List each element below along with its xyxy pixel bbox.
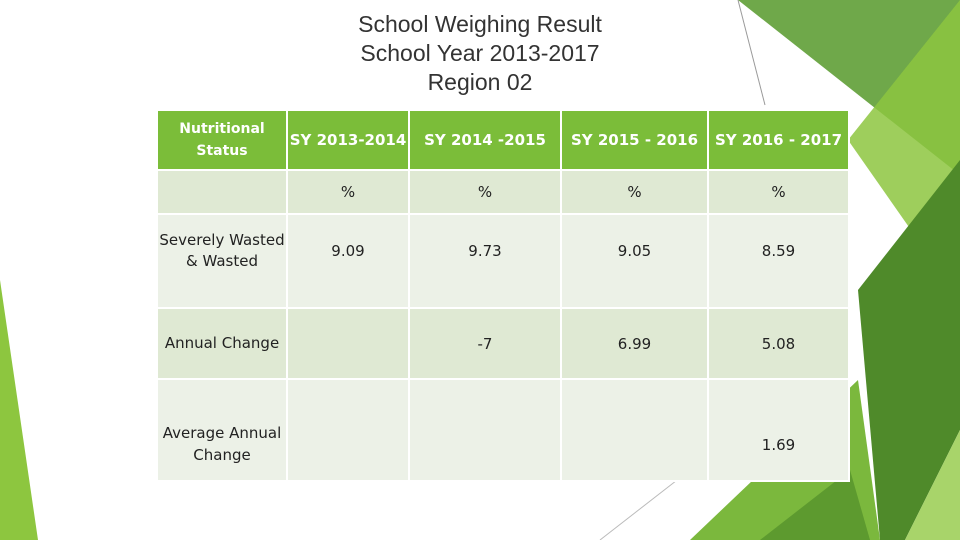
title-line-3: Region 02: [230, 68, 730, 97]
table-cell: 5.08: [708, 308, 849, 379]
cell-value: 8.59: [762, 242, 795, 260]
cell-value: [288, 415, 408, 445]
table-row: Average Annual Change 1.69: [157, 379, 849, 481]
table-cell: 9.73: [409, 214, 561, 308]
table-header-row: Nutritional Status SY 2013-2014 SY 2014 …: [157, 110, 849, 170]
cell-value: 9.73: [468, 242, 501, 260]
unit-cell: [157, 170, 287, 214]
table-cell: [561, 379, 708, 481]
cell-value: 1.69: [709, 406, 848, 454]
cell-value: 9.05: [618, 242, 651, 260]
table-cell: 9.05: [561, 214, 708, 308]
cell-value: 9.09: [331, 242, 364, 260]
header-sy-2014-2015: SY 2014 -2015: [409, 110, 561, 170]
header-sy-2015-2016: SY 2015 - 2016: [561, 110, 708, 170]
cell-value: [410, 415, 560, 445]
table-cell: [287, 379, 409, 481]
table-cell: -7: [409, 308, 561, 379]
table-cell: 9.09: [287, 214, 409, 308]
table-cell: 8.59: [708, 214, 849, 308]
row-label-text: Average Annual Change: [158, 394, 286, 466]
table-cell: 1.69: [708, 379, 849, 481]
header-sy-2013-2014: SY 2013-2014: [287, 110, 409, 170]
unit-cell: %: [561, 170, 708, 214]
cell-value: [562, 415, 707, 445]
table-cell: [287, 308, 409, 379]
unit-cell: %: [287, 170, 409, 214]
table-row: Annual Change -7 6.99 5.08: [157, 308, 849, 379]
table-unit-row: % % % %: [157, 170, 849, 214]
row-label: Average Annual Change: [157, 379, 287, 481]
weighing-results-table: Nutritional Status SY 2013-2014 SY 2014 …: [156, 109, 850, 482]
table-row: Severely Wasted & Wasted 9.09 9.73 9.05 …: [157, 214, 849, 308]
unit-cell: %: [409, 170, 561, 214]
row-label: Severely Wasted & Wasted: [157, 214, 287, 308]
header-nutritional-status: Nutritional Status: [157, 110, 287, 170]
header-sy-2016-2017: SY 2016 - 2017: [708, 110, 849, 170]
page-title: School Weighing Result School Year 2013-…: [230, 10, 730, 97]
title-line-1: School Weighing Result: [230, 10, 730, 39]
unit-cell: %: [708, 170, 849, 214]
title-line-2: School Year 2013-2017: [230, 39, 730, 68]
row-label-text: Severely Wasted & Wasted: [158, 230, 286, 272]
table-cell: [409, 379, 561, 481]
row-label: Annual Change: [157, 308, 287, 379]
deco-shape-left: [0, 280, 38, 540]
table-cell: 6.99: [561, 308, 708, 379]
